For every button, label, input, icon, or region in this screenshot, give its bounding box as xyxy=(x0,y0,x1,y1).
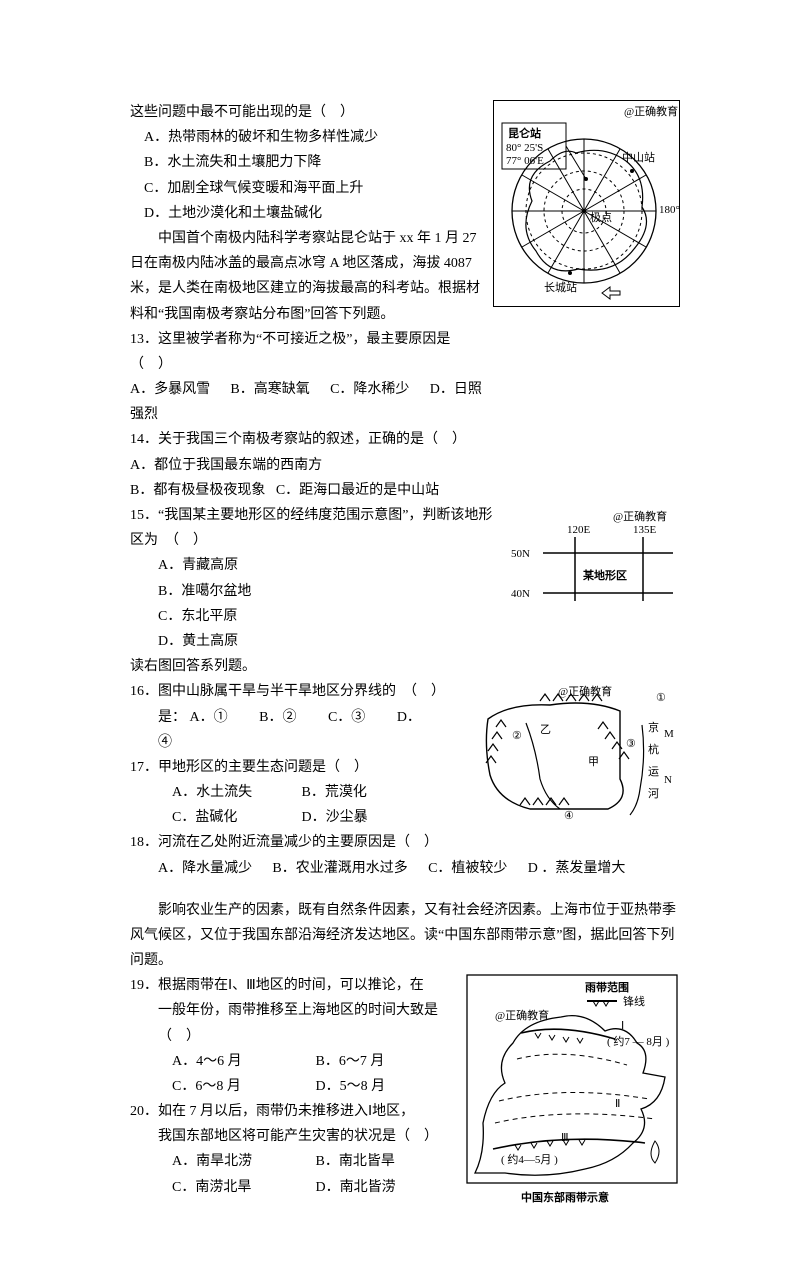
svg-text:@正确教育: @正确教育 xyxy=(495,1008,549,1022)
q20-stem2: 我国东部地区将可能产生灾害的状况是（ ） xyxy=(130,1124,457,1149)
q17-opt-a: A．水土流失 xyxy=(172,780,298,805)
svg-text:昆仑站: 昆仑站 xyxy=(508,126,541,140)
q15-opt-a: A．青藏高原 xyxy=(130,553,497,578)
svg-text:杭: 杭 xyxy=(648,742,659,756)
watermark: @正确教育 xyxy=(624,104,678,118)
svg-text:40N: 40N xyxy=(511,588,530,600)
q12-opt-d: D．土地沙漠化和土壤盐碱化 xyxy=(130,201,485,226)
q19-opt-a: A．4～6 月 xyxy=(172,1049,312,1074)
svg-text:运: 运 xyxy=(648,765,659,778)
q15-opt-b: B．准噶尔盆地 xyxy=(130,579,497,604)
svg-text:80° 25'S: 80° 25'S xyxy=(506,142,543,154)
svg-text:极点: 极点 xyxy=(590,210,612,224)
svg-text:135E: 135E xyxy=(633,524,657,536)
svg-text:甲: 甲 xyxy=(588,756,599,768)
pre16: 读右图回答系列题。 xyxy=(130,654,497,679)
q12-opt-c: C．加剧全球气候变暖和海平面上升 xyxy=(130,176,485,201)
block-q12-antarctic: 这些问题中最不可能出现的是（ ） A．热带雨林的破坏和生物多样性减少 B．水土流… xyxy=(130,100,680,427)
q20-stem: 20．如在 7 月以后，雨带仍未推移进入Ⅰ地区， xyxy=(130,1099,457,1124)
q18-opt-b: B．农业灌溉用水过多 xyxy=(272,861,407,876)
q18-stem: 18．河流在乙处附近流量减少的主要原因是（ ） xyxy=(130,830,462,855)
figure-terrain-grid: @正确教育 120E 135E 50N 40N 某地形区 xyxy=(505,509,680,604)
q19-opt-c: C．6～8 月 xyxy=(172,1074,312,1099)
q19-stem: 19．根据雨带在Ⅰ、Ⅲ地区的时间，可以推论，在 xyxy=(130,973,457,998)
svg-text:①: ① xyxy=(656,692,666,704)
figure-rain-belt: 雨带范围 锋线 @正确教育 Ⅰ ( 约7 — 8月 ) Ⅱ Ⅲ ( 约4—5月 … xyxy=(465,973,680,1208)
q17-stem: 17．甲地形区的主要生态问题是（ ） xyxy=(130,755,462,780)
svg-text:Ⅱ: Ⅱ xyxy=(615,1098,620,1110)
svg-text:③: ③ xyxy=(626,738,636,750)
q13-opt-b: B．高寒缺氧 xyxy=(230,382,309,397)
q19-opt-d: D．5～8 月 xyxy=(316,1079,386,1094)
q14-stem: 14．关于我国三个南极考察站的叙述，正确的是（ ） xyxy=(130,427,680,452)
figure-region-map: @正确教育 ① ② ③ ④ 乙 甲 京 xyxy=(470,679,680,824)
q16-line2: 是： xyxy=(158,710,186,725)
q20-opt-b: B．南北皆旱 xyxy=(316,1154,395,1169)
q20-opt-c: C．南涝北旱 xyxy=(172,1175,312,1200)
q12-opt-b: B．水土流失和土壤肥力下降 xyxy=(130,150,485,175)
q15-stem: 15．“我国某主要地形区的经纬度范围示意图”，判断该地形区为 （ ） xyxy=(130,503,497,553)
q13-opt-c: C．降水稀少 xyxy=(330,382,409,397)
svg-text:京: 京 xyxy=(648,720,659,734)
q18-opt-c: C．植被较少 xyxy=(428,861,507,876)
svg-text:中山站: 中山站 xyxy=(622,150,655,164)
q12-stem: 这些问题中最不可能出现的是（ ） xyxy=(130,100,485,125)
q16-opt-c: C．③ xyxy=(328,710,365,725)
block-q15: 15．“我国某主要地形区的经纬度范围示意图”，判断该地形区为 （ ） A．青藏高… xyxy=(130,503,680,679)
q19-stem2: 一般年份，雨带推移至上海地区的时间大致是（ ） xyxy=(130,998,457,1048)
q15-opt-d: D．黄土高原 xyxy=(130,629,497,654)
svg-text:Ⅰ: Ⅰ xyxy=(621,1020,624,1032)
q17-opt-b: B．荒漠化 xyxy=(302,785,367,800)
svg-text:锋线: 锋线 xyxy=(623,994,645,1008)
q17-opt-d: D．沙尘暴 xyxy=(302,810,368,825)
q20-opt-a: A．南旱北涝 xyxy=(172,1149,312,1174)
q16-opt-a: A．① xyxy=(190,710,228,725)
svg-text:( 约7 — 8月 ): ( 约7 — 8月 ) xyxy=(607,1035,670,1048)
q14-opt-c: C．距海口最近的是中山站 xyxy=(276,483,439,498)
passage-antarctic: 中国首个南极内陆科学考察站昆仑站于 xx 年 1 月 27 日在南极内陆冰盖的最… xyxy=(130,226,485,327)
svg-text:M: M xyxy=(664,728,674,740)
q20-opt-d: D．南北皆涝 xyxy=(316,1180,396,1195)
svg-text:77° 06'E: 77° 06'E xyxy=(506,155,544,167)
block-q19-20: 19．根据雨带在Ⅰ、Ⅲ地区的时间，可以推论，在 一般年份，雨带推移至上海地区的时… xyxy=(130,973,680,1208)
q19-opt-b: B．6～7 月 xyxy=(316,1054,385,1069)
q13-opt-a: A．多暴风雪 xyxy=(130,382,210,397)
svg-text:②: ② xyxy=(512,730,522,742)
svg-text:雨带范围: 雨带范围 xyxy=(585,980,629,994)
svg-text:④: ④ xyxy=(564,810,574,822)
svg-text:某地形区: 某地形区 xyxy=(582,568,627,582)
svg-text:中国东部雨带示意: 中国东部雨带示意 xyxy=(521,1190,609,1204)
q18-opt-d: D ．蒸发量增大 xyxy=(528,861,626,876)
q13-stem: 13．这里被学者称为“不可接近之极”，最主要原因是（ ） xyxy=(130,327,485,377)
q17-opt-c: C．盐碱化 xyxy=(172,805,298,830)
svg-text:@正确教育: @正确教育 xyxy=(613,509,667,523)
svg-text:120E: 120E xyxy=(567,524,591,536)
q12-opt-a: A．热带雨林的破坏和生物多样性减少 xyxy=(130,125,485,150)
q18-opt-a: A．降水量减少 xyxy=(158,861,252,876)
svg-text:( 约4—5月 ): ( 约4—5月 ) xyxy=(501,1153,558,1166)
q14-opt-b: B．都有极昼极夜现象 xyxy=(130,483,265,498)
svg-text:Ⅲ: Ⅲ xyxy=(561,1132,569,1144)
svg-text:乙: 乙 xyxy=(540,723,551,736)
q16-stem: 16．图中山脉属干旱与半干旱地区分界线的 （ ） xyxy=(130,679,462,704)
figure-antarctic: @正确教育 昆仑站 80° 25'S 77° 06'E xyxy=(493,100,680,307)
q16-opt-b: B．② xyxy=(259,710,296,725)
svg-text:长城站: 长城站 xyxy=(544,280,577,294)
block-q16-17: 16．图中山脉属干旱与半干旱地区分界线的 （ ） 是： A．① B．② C．③ … xyxy=(130,679,680,855)
svg-text:N: N xyxy=(664,774,672,786)
svg-text:50N: 50N xyxy=(511,548,530,560)
passage-rain: 影响农业生产的因素，既有自然条件因素，又有社会经济因素。上海市位于亚热带季风气候… xyxy=(130,898,680,974)
q15-opt-c: C．东北平原 xyxy=(130,604,497,629)
svg-text:180°: 180° xyxy=(659,204,680,216)
q14-opt-a: A．都位于我国最东端的西南方 xyxy=(130,453,680,478)
svg-text:河: 河 xyxy=(648,787,659,800)
